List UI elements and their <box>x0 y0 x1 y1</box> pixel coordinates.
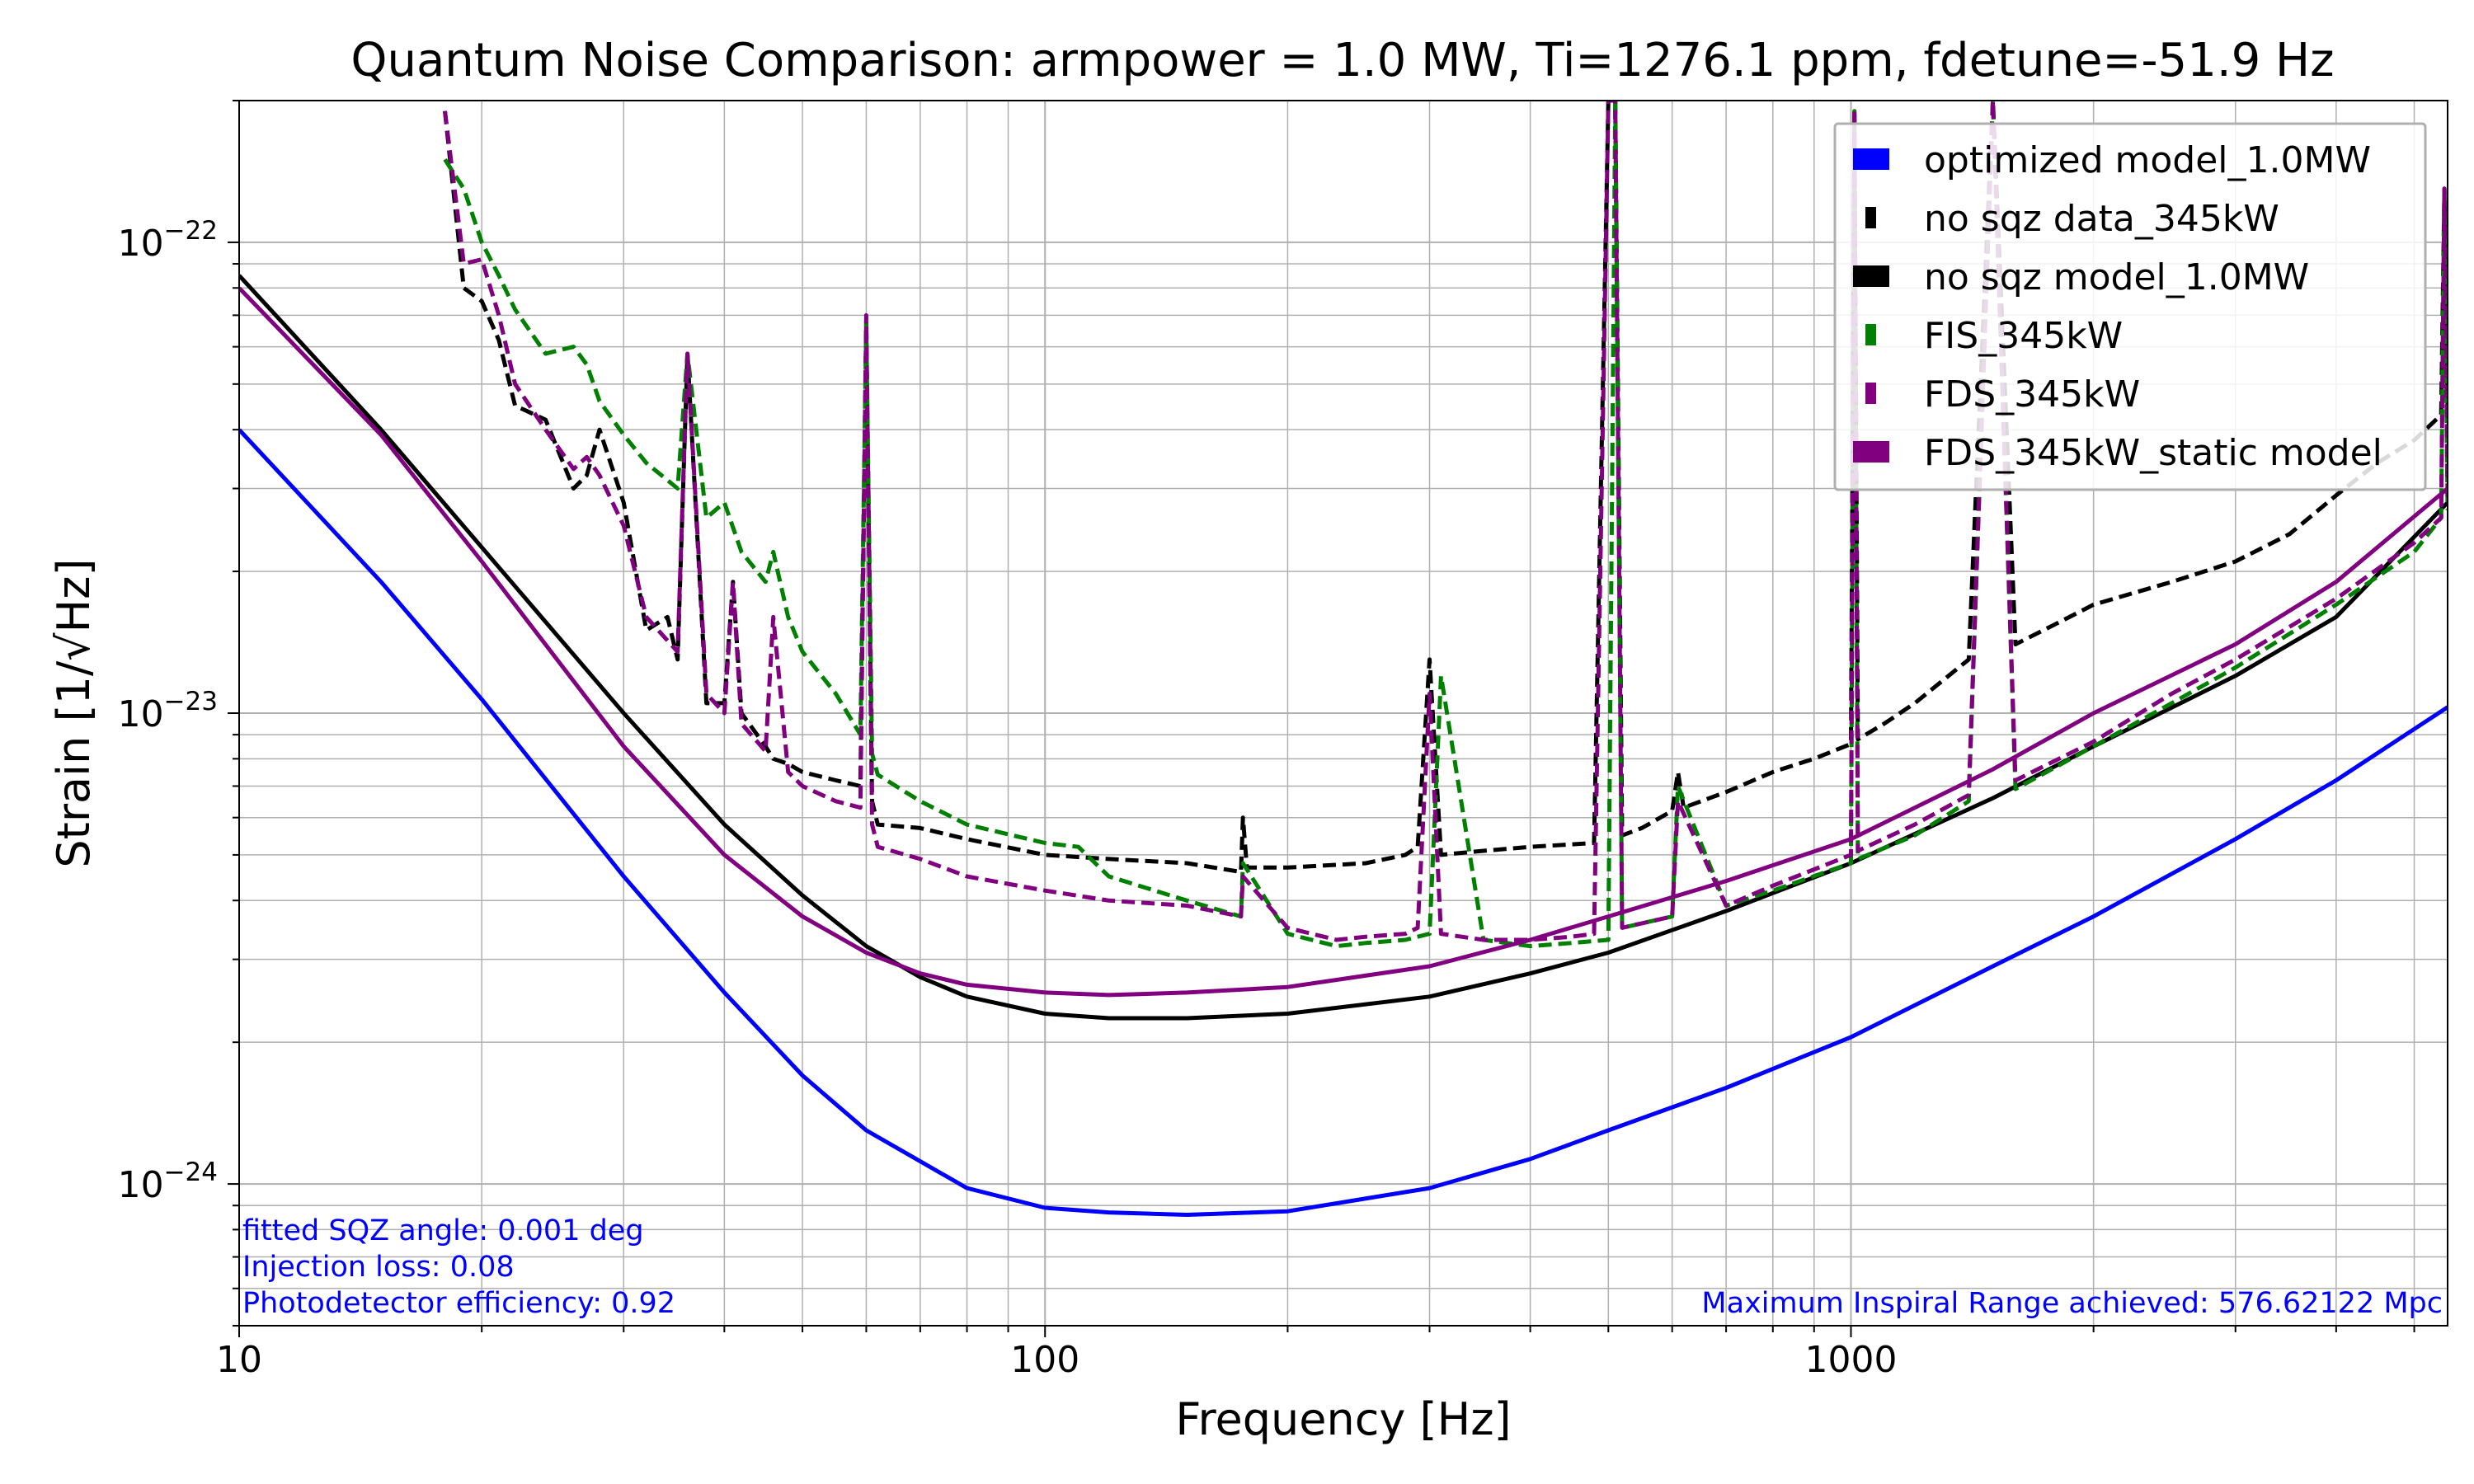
legend-marker <box>1853 148 1889 170</box>
x-tick-label: 1000 <box>1804 1339 1897 1381</box>
x-axis-label: Frequency [Hz] <box>1175 1393 1511 1445</box>
y-tick-label: 10−22 <box>118 216 218 265</box>
x-tick-label: 10 <box>216 1339 262 1381</box>
legend-marker <box>1865 383 1876 404</box>
sqz-angle-annotation: fitted SQZ angle: 0.001 deg <box>242 1214 644 1247</box>
series-line-5 <box>443 101 2448 942</box>
legend-marker <box>1865 324 1876 345</box>
legend-marker <box>1853 265 1889 287</box>
legend-marker <box>1865 207 1876 228</box>
series-line-6 <box>239 286 2448 998</box>
legend-label: optimized model_1.0MW <box>1924 139 2371 181</box>
pd-efficiency-annotation: Photodetector efficiency: 0.92 <box>242 1287 675 1320</box>
series-layer <box>239 101 2448 1217</box>
legend-label: FIS_345kW <box>1924 315 2123 357</box>
x-axis-ticks: 10 100 1000 <box>216 1326 2415 1381</box>
series-line-2 <box>443 101 2448 875</box>
injection-loss-annotation: Injection loss: 0.08 <box>242 1251 515 1284</box>
legend-marker <box>1853 441 1889 463</box>
y-axis-label: Strain [1/√Hz] <box>48 558 100 867</box>
series-line-4 <box>443 101 2448 949</box>
legend-label: FDS_345kW <box>1924 373 2140 416</box>
fit-annotations: fitted SQZ angle: 0.001 deg Injection lo… <box>242 1214 2443 1320</box>
chart-title: Quantum Noise Comparison: armpower = 1.0… <box>350 34 2334 87</box>
legend-label: FDS_345kW_static model <box>1924 432 2382 474</box>
legend-box <box>1833 122 2427 491</box>
legend-label: no sqz model_1.0MW <box>1924 256 2309 298</box>
legend-label: no sqz data_345kW <box>1924 198 2279 240</box>
y-tick-label: 10−24 <box>118 1158 218 1206</box>
y-axis-ticks: 10−24 10−23 10−22 <box>118 100 239 1327</box>
y-tick-label: 10−23 <box>118 687 218 735</box>
series-line-1 <box>239 428 2448 1217</box>
x-tick-label: 100 <box>1010 1339 1079 1381</box>
inspiral-range-annotation: Maximum Inspiral Range achieved: 576.621… <box>1701 1287 2443 1320</box>
